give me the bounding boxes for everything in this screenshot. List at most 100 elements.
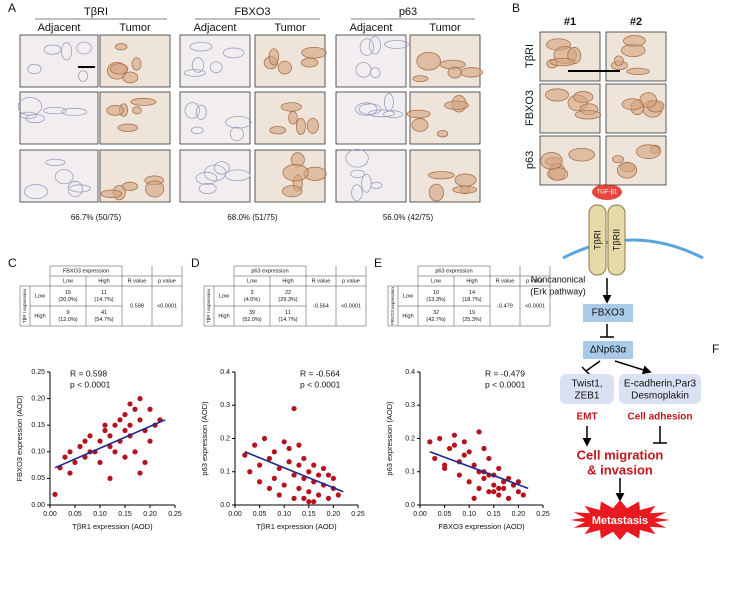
- table-group-header: p63 expression: [435, 268, 472, 274]
- point: [67, 470, 73, 476]
- panel-label: C: [8, 256, 17, 270]
- tissue-structure: [568, 147, 595, 162]
- x-tick-label: 0.15: [487, 511, 501, 518]
- point: [271, 475, 277, 481]
- y-tick-label: 0.15: [31, 422, 45, 429]
- y-tick-label: 0.4: [405, 369, 415, 376]
- point: [132, 449, 138, 455]
- point: [301, 455, 307, 462]
- tissue-structure: [359, 38, 374, 56]
- node-box: [619, 374, 701, 404]
- table-cell: (42.7%): [426, 317, 445, 323]
- point: [147, 438, 153, 444]
- point: [461, 452, 467, 458]
- point: [142, 459, 148, 466]
- table-cell: 41: [101, 310, 107, 316]
- table-cell: 14: [469, 290, 475, 296]
- tissue-structure: [574, 110, 602, 120]
- table-header: R value: [312, 278, 331, 284]
- table-row-label: High: [402, 313, 413, 319]
- table-header: High: [98, 278, 109, 284]
- point: [122, 454, 128, 460]
- ligand: TGF-β1: [597, 190, 618, 196]
- y-tick-label: 0.10: [31, 449, 45, 456]
- table-cell: 15: [65, 290, 71, 296]
- y-tick-label: 0.2: [405, 435, 415, 442]
- tissue-structure: [61, 107, 88, 116]
- point: [122, 411, 128, 418]
- x-tick-label: 0.10: [462, 511, 476, 518]
- tissue-structure: [540, 151, 563, 170]
- point: [257, 462, 263, 468]
- point: [266, 485, 273, 491]
- tissue-structure: [544, 88, 569, 102]
- point: [491, 489, 497, 495]
- x-tick-label: 0.00: [43, 511, 57, 518]
- table-cell: 10: [433, 290, 439, 296]
- point: [471, 462, 477, 468]
- tissue-structure: [27, 63, 42, 75]
- table-header: High: [466, 278, 477, 284]
- point: [137, 470, 143, 476]
- micrograph: [335, 149, 407, 203]
- node-label: E-cadherin,Par3: [624, 379, 697, 390]
- tissue-structure: [191, 57, 205, 73]
- point: [72, 459, 78, 466]
- point: [491, 482, 497, 488]
- tissue-structure: [282, 164, 309, 182]
- point: [311, 499, 317, 505]
- tissue-structure: [368, 109, 395, 118]
- tissue-structure: [69, 184, 91, 193]
- point: [316, 472, 322, 478]
- table-cell: 22: [285, 290, 291, 296]
- node-label: ZEB1: [574, 391, 599, 402]
- node-label: ΔNp63α: [590, 345, 627, 356]
- point: [291, 495, 297, 501]
- table-row-group: FBXO3 expression: [390, 287, 395, 325]
- point: [117, 417, 123, 423]
- point: [466, 479, 472, 485]
- arrow: [614, 360, 652, 375]
- y-tick-label: 0.0: [405, 502, 415, 509]
- tissue-structure: [428, 171, 455, 180]
- table-cell: (25.3%): [462, 317, 481, 323]
- annotation: R = -0.564: [300, 368, 340, 378]
- table-cell: (13.3%): [426, 297, 445, 303]
- x-tick-label: 0.25: [536, 511, 550, 518]
- panel-label: B: [512, 1, 520, 15]
- tissue-structure: [611, 155, 624, 164]
- table-group-header: p63 expression: [251, 268, 288, 274]
- point: [281, 439, 287, 445]
- table-cell: (14.7%): [278, 317, 297, 323]
- point: [496, 465, 502, 472]
- tissue-structure: [370, 67, 381, 79]
- outcome: EMT: [576, 412, 597, 423]
- tissue-structure: [369, 36, 381, 55]
- point: [82, 438, 88, 444]
- annotation: R = 0.598: [70, 368, 107, 378]
- tissue-structure: [306, 117, 319, 134]
- point: [496, 492, 502, 498]
- point: [247, 469, 253, 475]
- point: [107, 475, 113, 481]
- y-tick-label: 0.3: [220, 402, 230, 409]
- x-tick-label: 0.05: [253, 511, 267, 518]
- point: [306, 489, 312, 495]
- micrograph: [179, 34, 251, 88]
- inhibition: [581, 366, 591, 376]
- column-header: Tumor: [429, 22, 461, 34]
- y-tick-label: 0.1: [220, 469, 230, 476]
- table-row-label: Low: [35, 293, 45, 299]
- table-cell: (52.0%): [242, 317, 261, 323]
- table-cell: 0.598: [130, 303, 144, 309]
- table-header: Low: [247, 278, 257, 284]
- tissue-structure: [416, 51, 441, 71]
- y-axis-label: FBXO3 expression (AOD): [15, 395, 24, 482]
- point: [461, 439, 467, 445]
- table-header: Low: [431, 278, 441, 284]
- tissue-structure: [573, 91, 594, 103]
- y-tick-label: 0.00: [31, 502, 45, 509]
- point: [291, 405, 297, 412]
- point: [257, 479, 263, 485]
- y-tick-label: 0.0: [220, 502, 230, 509]
